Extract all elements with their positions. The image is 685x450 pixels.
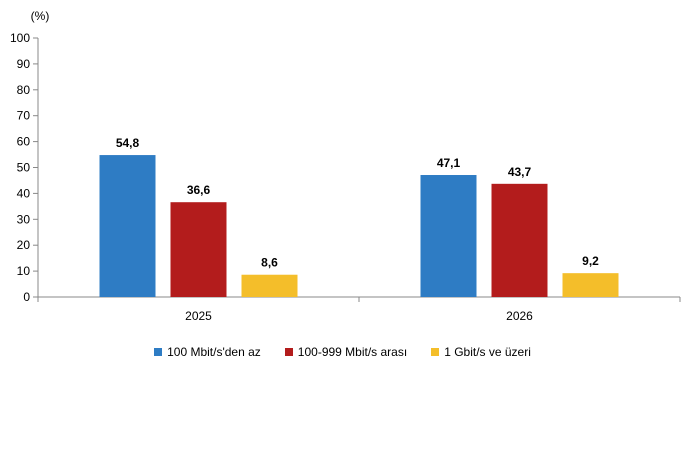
data-label: 9,2 — [582, 254, 599, 268]
bar — [562, 273, 619, 297]
y-tick-label: 30 — [17, 212, 31, 226]
y-tick-label: 100 — [10, 31, 30, 45]
data-label: 36,6 — [187, 183, 211, 197]
data-label: 54,8 — [116, 136, 140, 150]
legend-item: 100 Mbit/s'den az — [154, 345, 261, 359]
category-label: 2026 — [506, 309, 533, 323]
bar — [420, 175, 477, 297]
bar — [491, 183, 548, 297]
y-tick-label: 0 — [23, 290, 30, 304]
data-label: 47,1 — [437, 156, 461, 170]
bar — [170, 202, 227, 297]
y-tick-label: 60 — [17, 135, 31, 149]
y-tick-label: 20 — [17, 238, 31, 252]
legend-label: 1 Gbit/s ve üzeri — [444, 345, 531, 359]
bar-chart: (%) 0 10 20 30 40 50 60 70 80 90 100 2025 2026 54,8… — [10, 9, 681, 323]
legend-swatch — [284, 348, 293, 356]
data-label: 8,6 — [261, 256, 278, 270]
bar — [241, 274, 298, 297]
legend-swatch — [154, 348, 163, 356]
legend-item: 100-999 Mbit/s arası — [284, 345, 408, 359]
bar — [99, 155, 156, 297]
legend-label: 100-999 Mbit/s arası — [297, 345, 408, 359]
y-tick-label: 90 — [17, 57, 31, 71]
y-tick-label: 70 — [17, 109, 31, 123]
legend-item: 1 Gbit/s ve üzeri — [431, 345, 531, 359]
legend: 100 Mbit/s'den az 100-999 Mbit/s arası 1 G… — [0, 345, 685, 359]
y-tick-label: 10 — [17, 264, 31, 278]
data-label: 43,7 — [508, 165, 532, 179]
category-label: 2025 — [185, 309, 212, 323]
y-unit-label: (%) — [31, 9, 50, 23]
y-tick-label: 80 — [17, 83, 31, 97]
legend-label: 100 Mbit/s'den az — [167, 345, 261, 359]
legend-swatch — [431, 348, 440, 356]
y-tick-label: 40 — [17, 186, 31, 200]
y-tick-label: 50 — [17, 161, 31, 175]
